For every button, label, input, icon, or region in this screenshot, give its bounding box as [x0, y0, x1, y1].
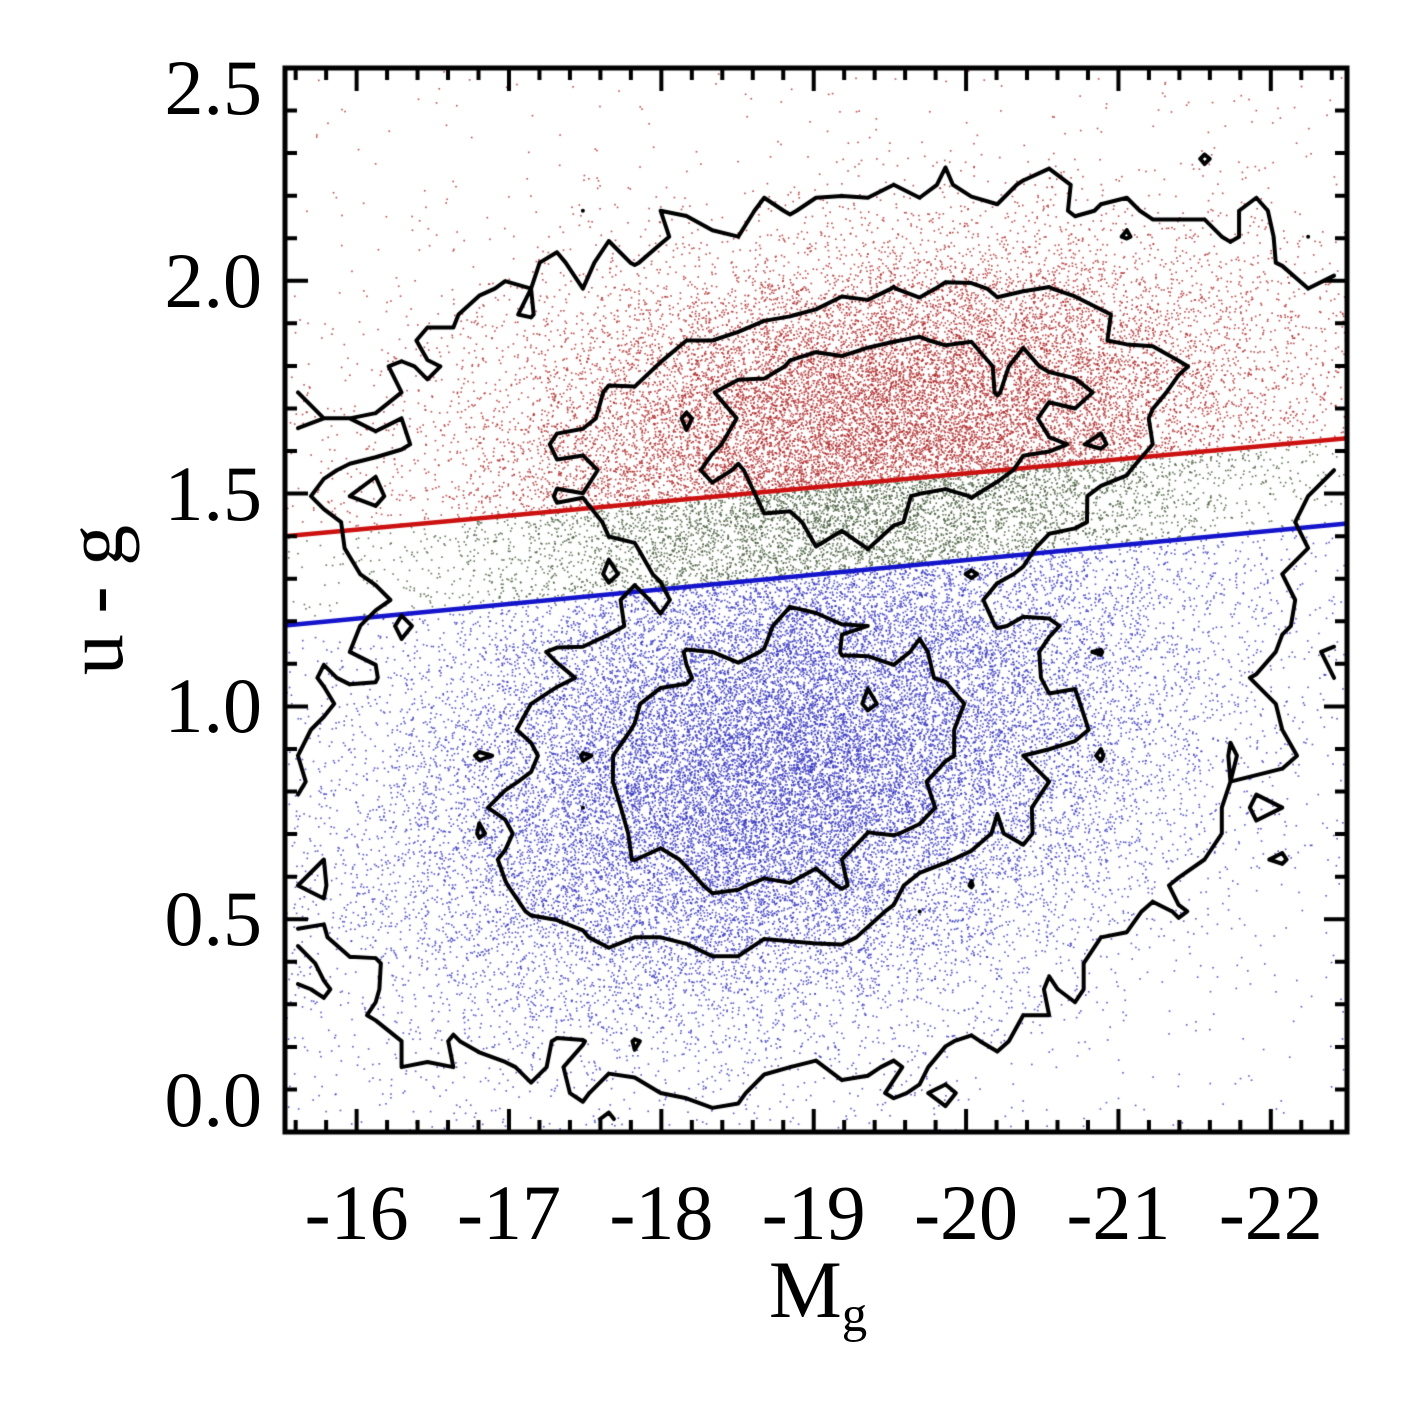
x-axis-tick-label: -20: [914, 1169, 1019, 1256]
x-axis-title-base: M: [768, 1244, 842, 1335]
y-axis-tick-label: 0.0: [164, 1056, 263, 1143]
x-axis-tick-label: -16: [304, 1169, 409, 1256]
y-axis-title: u - g: [49, 524, 140, 676]
x-axis-tick-label: -22: [1218, 1169, 1323, 1256]
x-axis-title: Mg: [769, 1249, 867, 1340]
x-axis-tick-label: -21: [1066, 1169, 1171, 1256]
x-axis-tick-label: -18: [609, 1169, 714, 1256]
x-axis-title-subscript: g: [841, 1286, 868, 1343]
y-axis-tick-label: 2.5: [164, 44, 263, 131]
x-axis-tick-label: -17: [456, 1169, 561, 1256]
y-axis-tick-label: 1.0: [164, 662, 263, 750]
x-axis-tick-label: -19: [761, 1169, 866, 1256]
y-axis-tick-label: 1.5: [164, 449, 263, 537]
y-axis-tick-label: 2.0: [164, 236, 263, 324]
y-axis-tick-label: 0.5: [164, 875, 263, 963]
